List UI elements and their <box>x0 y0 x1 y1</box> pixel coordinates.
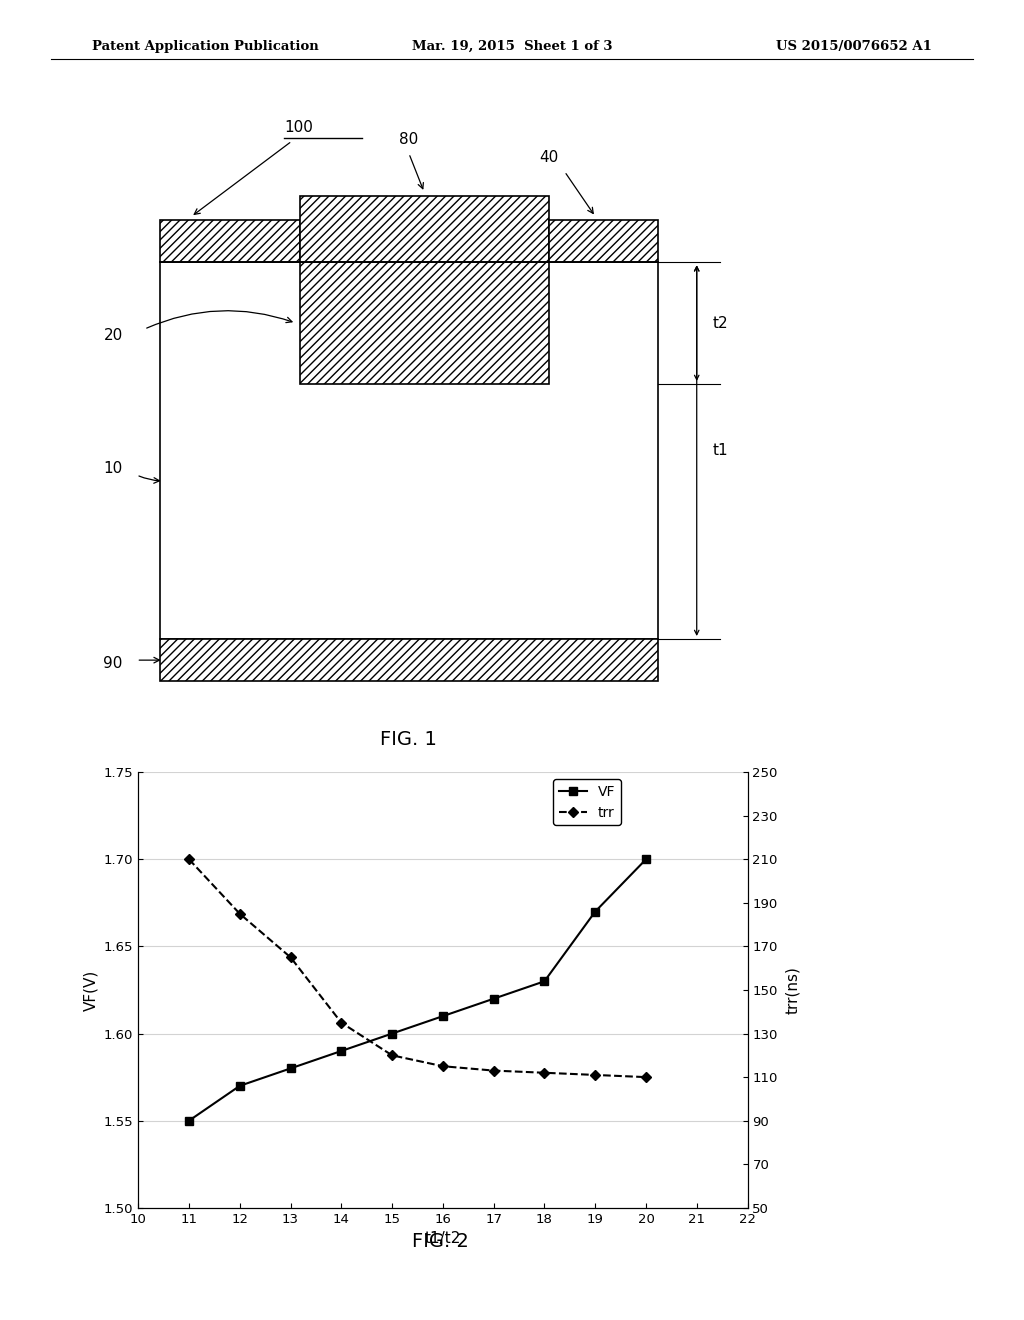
Text: 10: 10 <box>103 462 123 477</box>
Text: Patent Application Publication: Patent Application Publication <box>92 40 318 53</box>
Bar <box>160 220 300 263</box>
Text: t1: t1 <box>713 444 728 458</box>
Line: VF: VF <box>185 855 650 1125</box>
Text: FIG. 1: FIG. 1 <box>380 730 437 748</box>
VF <box>335 1043 347 1059</box>
Text: FIG. 2: FIG. 2 <box>412 1233 469 1251</box>
VF <box>285 1060 297 1076</box>
X-axis label: t1/t2: t1/t2 <box>425 1232 461 1246</box>
Bar <box>160 263 657 639</box>
Text: 90: 90 <box>103 656 123 671</box>
Y-axis label: trr(ns): trr(ns) <box>784 966 800 1014</box>
VF <box>233 1078 246 1094</box>
VF <box>386 1026 398 1041</box>
Bar <box>300 263 549 384</box>
Bar <box>549 220 657 263</box>
Text: 100: 100 <box>285 120 313 135</box>
VF <box>436 1008 449 1024</box>
Y-axis label: VF(V): VF(V) <box>83 969 98 1011</box>
VF <box>487 991 500 1007</box>
VF <box>539 973 551 989</box>
VF <box>640 851 652 867</box>
Bar <box>300 195 549 263</box>
VF <box>589 904 601 920</box>
Text: Mar. 19, 2015  Sheet 1 of 3: Mar. 19, 2015 Sheet 1 of 3 <box>412 40 612 53</box>
Legend: VF, trr: VF, trr <box>553 779 621 825</box>
Bar <box>160 639 657 681</box>
Text: 20: 20 <box>103 327 123 343</box>
Text: US 2015/0076652 A1: US 2015/0076652 A1 <box>776 40 932 53</box>
Text: t2: t2 <box>713 315 728 330</box>
Text: 40: 40 <box>540 150 558 165</box>
VF <box>183 1113 196 1129</box>
Text: 80: 80 <box>399 132 419 147</box>
